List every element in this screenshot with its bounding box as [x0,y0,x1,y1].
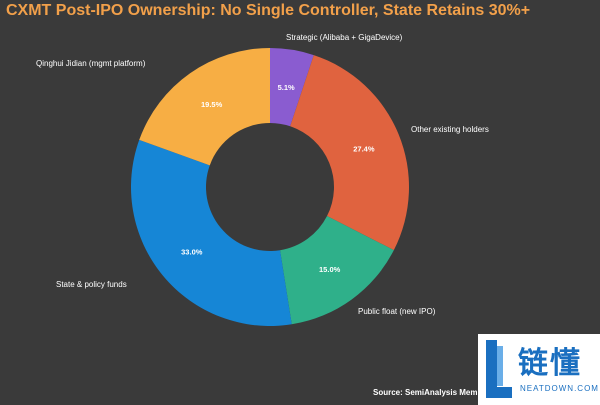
slice-category-label: Qinghui Jidian (mgmt platform) [36,59,146,68]
donut-slice [290,55,409,251]
chart-title: CXMT Post-IPO Ownership: No Single Contr… [6,2,531,19]
watermark-text-en: NEATDOWN.COM [520,384,599,393]
slice-category-label: Other existing holders [411,125,489,134]
logo-l-mark [486,340,512,398]
slice-percent-label: 15.0% [319,265,341,274]
slice-percent-label: 33.0% [181,248,203,257]
slice-percent-label: 19.5% [201,100,223,109]
donut-slice [280,216,394,325]
donut-slice [131,139,292,326]
slice-category-label: Public float (new IPO) [358,307,436,316]
slice-percent-label: 5.1% [278,83,295,92]
slice-category-label: Strategic (Alibaba + GigaDevice) [286,33,403,42]
source-note: Source: SemiAnalysis Mem [373,388,478,397]
slice-percent-label: 27.4% [353,144,375,153]
donut-slice [139,48,270,166]
slice-category-label: State & policy funds [56,280,127,289]
watermark-logo: 链懂 NEATDOWN.COM [478,334,600,405]
donut-slice [270,48,314,127]
watermark-text-cn: 链懂 [518,346,582,381]
